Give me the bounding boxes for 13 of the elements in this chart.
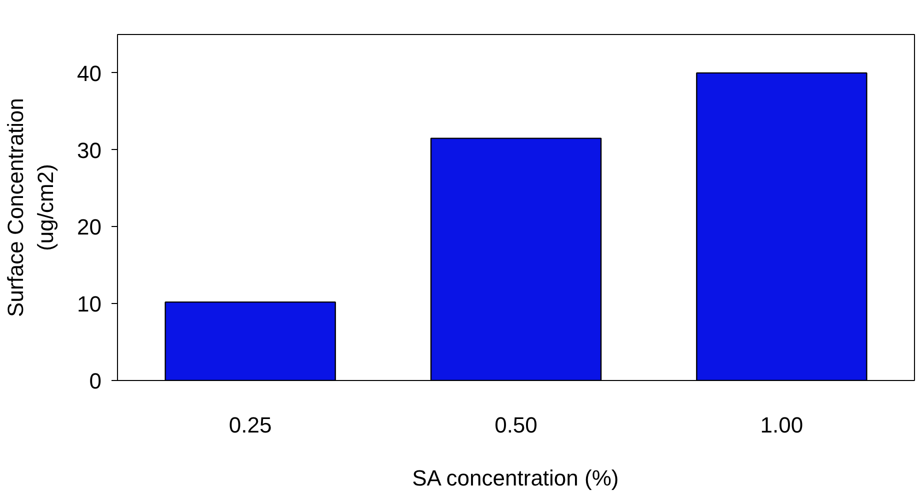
x-axis-title: SA concentration (%) <box>412 466 619 490</box>
y-tick-label: 30 <box>77 138 102 163</box>
x-tick-label: 1.00 <box>760 412 804 438</box>
x-tick-label: 0.50 <box>494 412 538 438</box>
x-tick-label: 0.25 <box>228 412 272 438</box>
bar <box>696 72 868 380</box>
bar <box>164 301 336 380</box>
y-tick-label: 10 <box>77 292 102 317</box>
y-tick-label: 20 <box>77 214 102 240</box>
y-tick-label: 40 <box>77 60 102 86</box>
y-axis-title: Surface Concentration (ug/cm2) <box>3 98 58 317</box>
bar <box>430 138 602 380</box>
y-tick-label: 0 <box>89 368 102 394</box>
